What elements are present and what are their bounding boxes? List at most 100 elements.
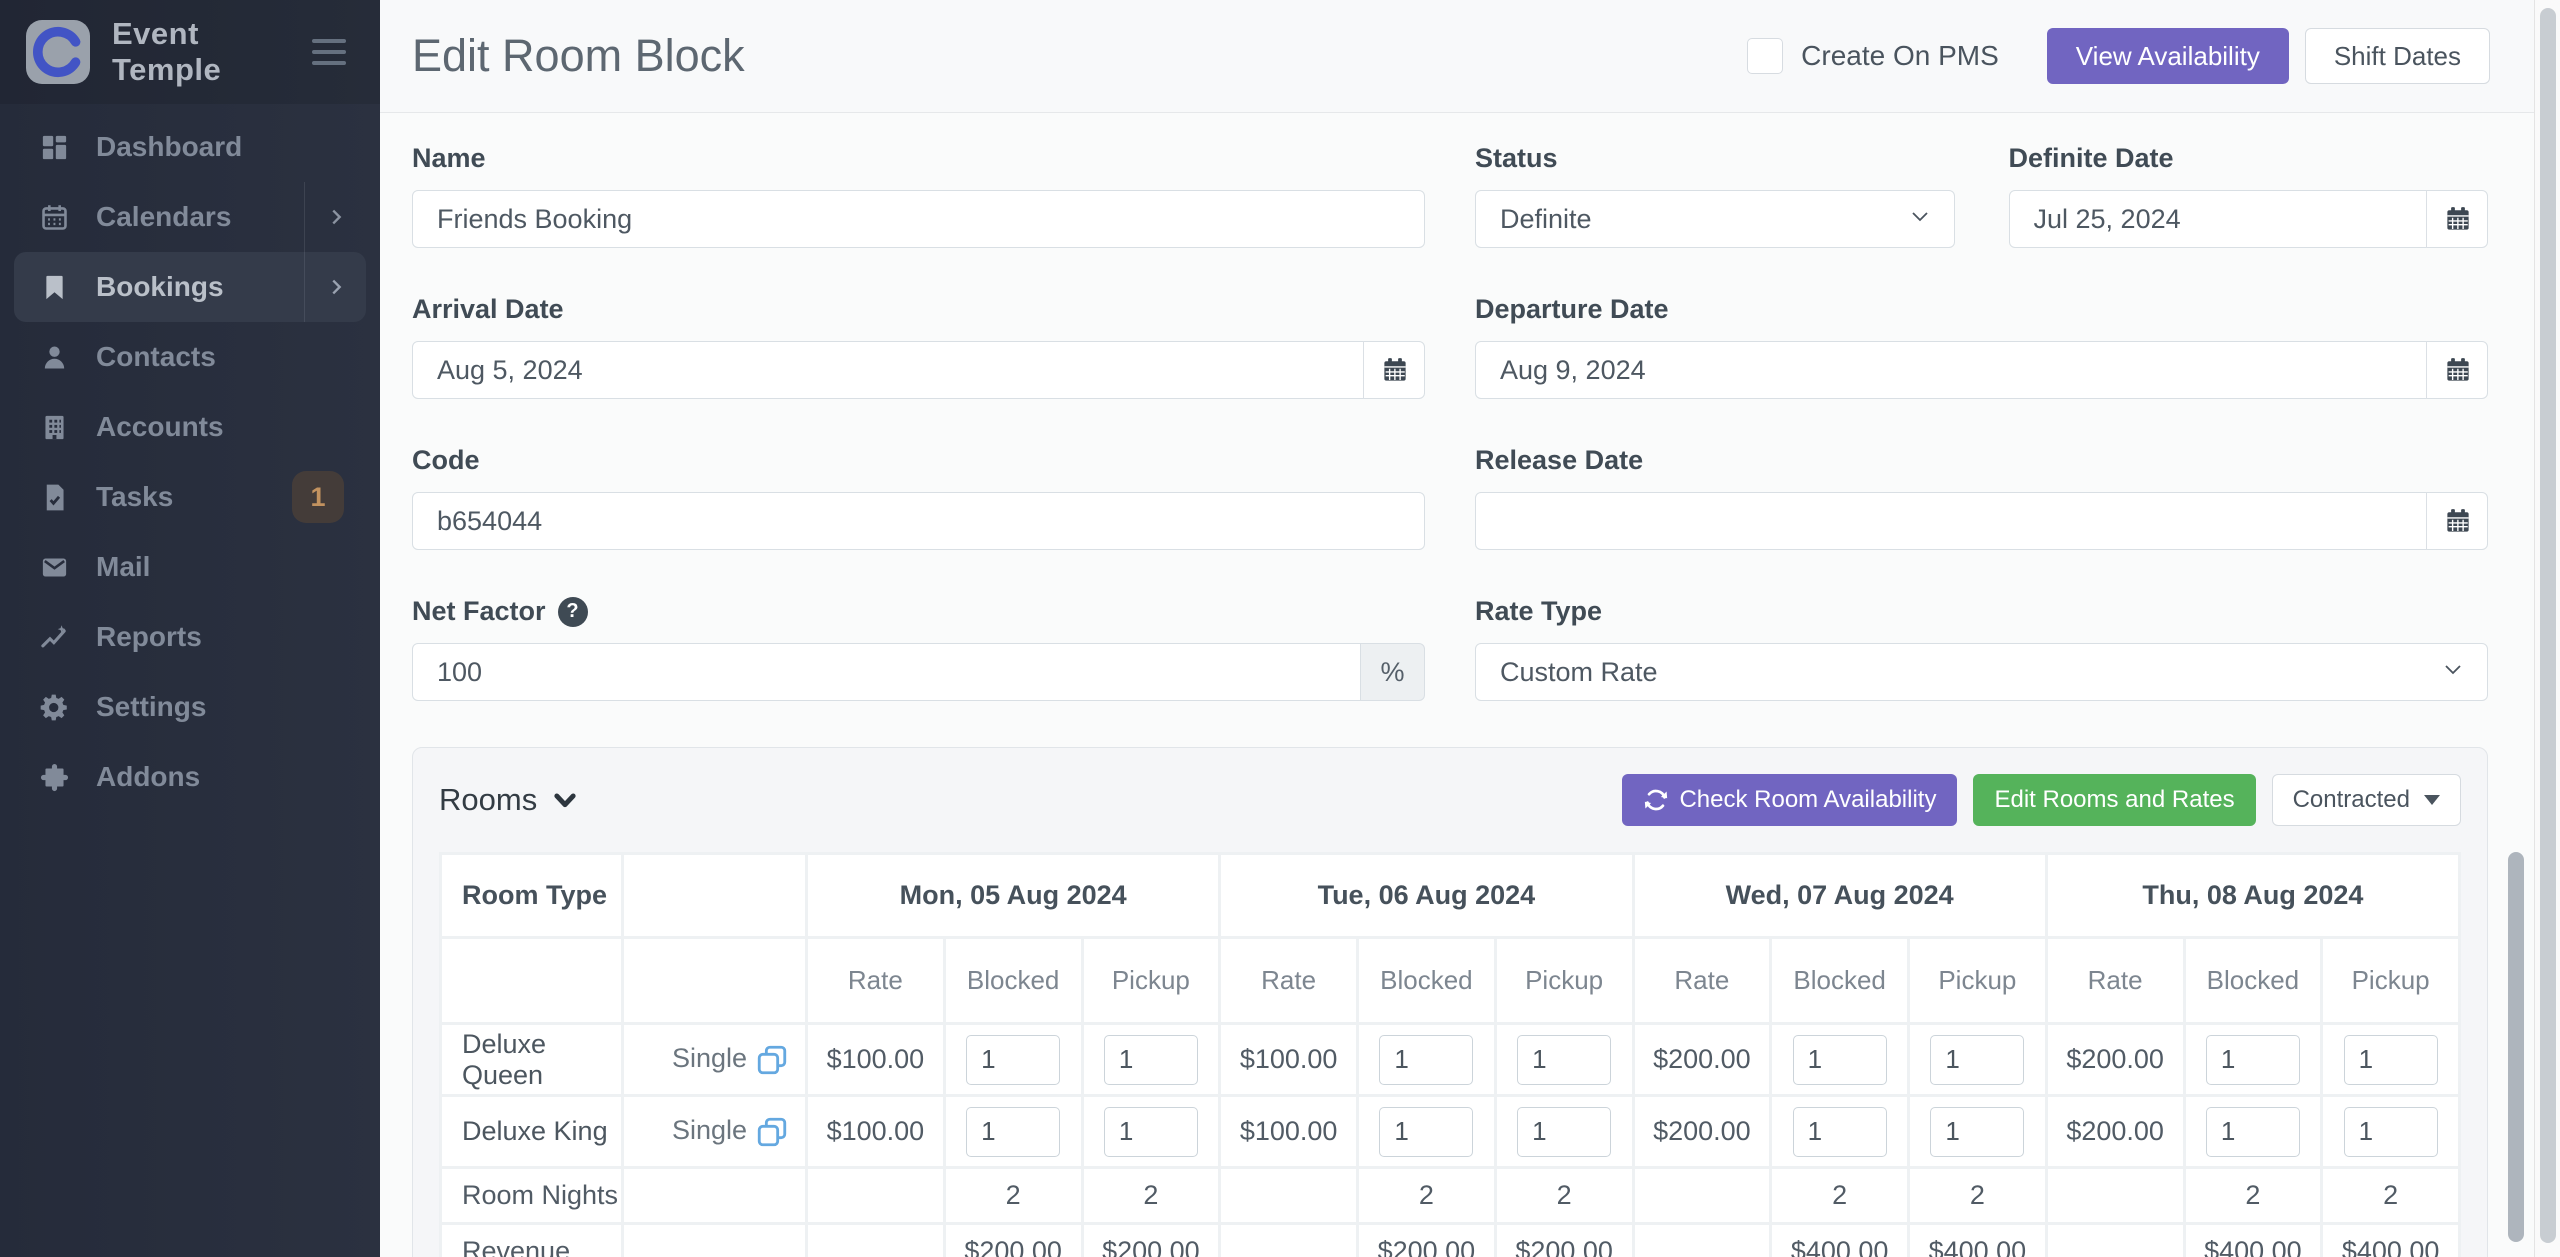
release-date-input[interactable] xyxy=(1475,492,2488,550)
pickup-cell xyxy=(1080,1022,1222,1097)
summary-value-cell: $200.00 xyxy=(1356,1222,1497,1257)
arrival-date-calendar-icon[interactable] xyxy=(1363,341,1425,399)
hamburger-menu-icon[interactable] xyxy=(312,39,346,65)
empty-header xyxy=(621,852,808,939)
content-scrollbar-thumb[interactable] xyxy=(2508,852,2524,1242)
copy-icon[interactable] xyxy=(755,1115,789,1149)
name-input[interactable] xyxy=(412,190,1425,248)
blocked-input[interactable] xyxy=(2205,1034,2300,1085)
blocked-input[interactable] xyxy=(966,1106,1061,1157)
sidebar-nav: Dashboard Calendars Bookings xyxy=(0,104,380,812)
release-date-calendar-icon[interactable] xyxy=(2426,492,2488,550)
rooms-collapse-toggle[interactable]: Rooms xyxy=(439,782,579,818)
create-on-pms-checkbox[interactable] xyxy=(1747,38,1784,74)
definite-date-calendar-icon[interactable] xyxy=(2426,190,2488,248)
rate-type-field: Rate Type Custom Rate xyxy=(1475,596,2488,701)
pickup-input[interactable] xyxy=(1103,1034,1198,1085)
net-factor-input[interactable] xyxy=(412,643,1361,701)
occupancy-label: Single xyxy=(671,1114,747,1145)
empty-cell xyxy=(805,1166,946,1225)
summary-value-cell: $400.00 xyxy=(2320,1222,2461,1257)
blocked-input[interactable] xyxy=(2205,1106,2300,1157)
chevron-down-icon xyxy=(2441,657,2465,688)
rate-type-select[interactable]: Custom Rate xyxy=(1475,643,2488,701)
sidebar-item-calendars[interactable]: Calendars xyxy=(14,182,366,252)
code-input[interactable] xyxy=(412,492,1425,550)
sidebar-item-bookings[interactable]: Bookings xyxy=(14,252,366,322)
pickup-input[interactable] xyxy=(1930,1106,2025,1157)
departure-date-field: Departure Date xyxy=(1475,294,2488,399)
room-type-header: Room Type xyxy=(439,852,624,939)
mail-icon xyxy=(36,549,72,585)
dashboard-icon xyxy=(36,129,72,165)
blocked-cell xyxy=(1769,1022,1910,1097)
sidebar-item-settings[interactable]: Settings xyxy=(14,672,366,742)
pickup-input[interactable] xyxy=(1517,1106,1612,1157)
edit-rooms-and-rates-button[interactable]: Edit Rooms and Rates xyxy=(1973,774,2256,826)
check-room-availability-button[interactable]: Check Room Availability xyxy=(1622,774,1958,826)
sidebar-item-reports[interactable]: Reports xyxy=(14,602,366,672)
summary-value-cell: 2 xyxy=(942,1166,1084,1225)
rate-subheader: Rate xyxy=(1631,936,1773,1025)
pickup-input[interactable] xyxy=(1103,1106,1198,1157)
empty-cell xyxy=(2044,1222,2186,1257)
help-icon[interactable] xyxy=(557,596,588,627)
sidebar-item-dashboard[interactable]: Dashboard xyxy=(14,112,366,182)
pickup-cell xyxy=(2320,1022,2461,1097)
rate-cell: $200.00 xyxy=(2044,1022,2186,1097)
sidebar-item-addons[interactable]: Addons xyxy=(14,742,366,812)
sidebar-item-accounts[interactable]: Accounts xyxy=(14,392,366,462)
pickup-input[interactable] xyxy=(1517,1034,1612,1085)
main-area: Edit Room Block Create On PMS View Avail… xyxy=(380,0,2560,1257)
table-row: Deluxe Queen Single $100.00 $100.00 $200… xyxy=(439,1022,2461,1097)
summary-label-cell: Revenue xyxy=(439,1222,624,1257)
blocked-input[interactable] xyxy=(1379,1106,1474,1157)
bookings-submenu-toggle[interactable] xyxy=(304,252,366,322)
contracted-label: Contracted xyxy=(2292,786,2410,813)
contracted-dropdown-button[interactable]: Contracted xyxy=(2271,774,2461,826)
net-factor-label: Net Factor xyxy=(412,596,1425,627)
empty-cell xyxy=(805,1222,946,1257)
summary-value-cell: 2 xyxy=(2182,1166,2324,1225)
shift-dates-button[interactable]: Shift Dates xyxy=(2304,28,2490,84)
rooms-table: Room Type Mon, 05 Aug 2024 Tue, 06 Aug 2… xyxy=(439,852,2462,1257)
blocked-input[interactable] xyxy=(1792,1034,1887,1085)
pickup-cell xyxy=(1493,1022,1635,1097)
arrival-date-field: Arrival Date xyxy=(412,294,1425,399)
departure-date-input[interactable] xyxy=(1475,341,2488,399)
brand-header: Event Temple xyxy=(0,0,380,104)
contacts-icon xyxy=(36,339,72,375)
blocked-cell xyxy=(1356,1094,1497,1169)
departure-date-label: Departure Date xyxy=(1475,294,1669,324)
pickup-input[interactable] xyxy=(2343,1106,2438,1157)
arrival-date-label: Arrival Date xyxy=(412,294,564,324)
summary-value-cell: 2 xyxy=(1493,1166,1635,1225)
calendars-submenu-toggle[interactable] xyxy=(304,182,366,252)
sidebar-item-label: Settings xyxy=(96,691,207,722)
definite-date-input[interactable] xyxy=(2008,190,2488,248)
sidebar-item-mail[interactable]: Mail xyxy=(14,532,366,602)
sidebar-item-contacts[interactable]: Contacts xyxy=(14,322,366,392)
window-scrollbar-thumb[interactable] xyxy=(2540,8,2556,1243)
sidebar-item-tasks[interactable]: Tasks 1 xyxy=(14,462,366,532)
rate-cell: $100.00 xyxy=(805,1094,946,1169)
rate-cell: $200.00 xyxy=(2044,1094,2186,1169)
pickup-subheader: Pickup xyxy=(1493,936,1635,1025)
calendars-icon xyxy=(36,199,72,235)
blocked-input[interactable] xyxy=(1792,1106,1887,1157)
departure-date-calendar-icon[interactable] xyxy=(2426,341,2488,399)
copy-icon[interactable] xyxy=(755,1043,789,1077)
blocked-input[interactable] xyxy=(966,1034,1061,1085)
view-availability-button[interactable]: View Availability xyxy=(2046,28,2289,84)
sidebar-item-label: Accounts xyxy=(96,411,224,442)
empty-cell xyxy=(2044,1166,2186,1225)
status-select[interactable]: Definite xyxy=(1475,190,1955,248)
sidebar-item-label: Contacts xyxy=(96,341,216,372)
arrival-date-input[interactable] xyxy=(412,341,1425,399)
blocked-input[interactable] xyxy=(1379,1034,1474,1085)
pickup-input[interactable] xyxy=(2343,1034,2438,1085)
window-scrollbar[interactable] xyxy=(2534,0,2560,1257)
rooms-title: Rooms xyxy=(439,782,538,817)
pickup-input[interactable] xyxy=(1930,1034,2025,1085)
pickup-cell xyxy=(1080,1094,1222,1169)
